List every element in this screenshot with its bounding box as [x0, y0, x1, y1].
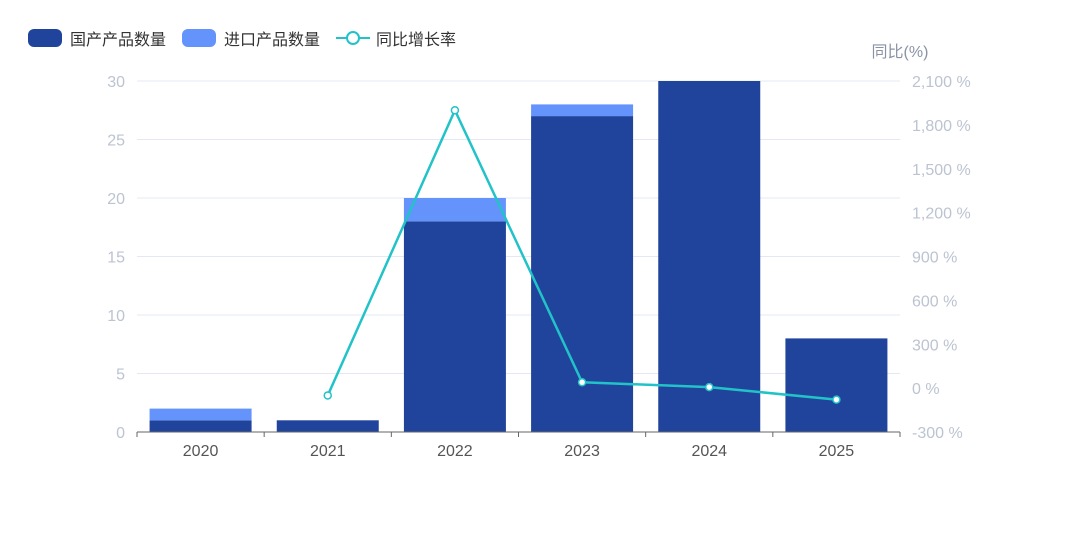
x-axis-tick-label: 2023 — [564, 443, 600, 460]
x-axis-tick-label: 2020 — [183, 443, 219, 460]
bar-domestic-2022 — [403, 221, 506, 432]
bar-layer — [149, 81, 888, 432]
right-axis-tick-label: -300 % — [912, 425, 963, 442]
x-axis-tick-label: 2025 — [819, 443, 855, 460]
right-axis-tick-label: 0 % — [912, 381, 940, 398]
yoy-line-layer — [323, 106, 841, 404]
left-axis-tick-label: 20 — [107, 191, 125, 208]
legend-swatch-domestic — [28, 29, 62, 47]
bar-domestic-2025 — [785, 338, 888, 432]
legend-label-import: 进口产品数量 — [224, 32, 321, 49]
left-axis-tick-label: 30 — [107, 74, 125, 91]
bar-import-2022 — [403, 198, 506, 222]
right-axis-title: 同比(%) — [872, 43, 929, 61]
legend-label-domestic: 国产产品数量 — [70, 32, 167, 49]
right-axis-tick-label: 1,800 % — [912, 118, 971, 135]
left-axis-tick-label: 0 — [116, 425, 125, 442]
bar-domestic-2021 — [276, 420, 379, 432]
left-axis-tick-label: 10 — [107, 308, 125, 325]
legend-swatch-yoy — [336, 29, 371, 47]
right-axis-tick-label: 1,500 % — [912, 162, 971, 179]
left-axis-tick-label: 25 — [107, 133, 125, 150]
right-axis-tick-label: 600 % — [912, 293, 957, 310]
bar-domestic-2024 — [658, 81, 761, 432]
chart-legend: 国产产品数量 进口产品数量 同比增长率 — [28, 26, 472, 50]
left-axis-tick-label: 5 — [116, 367, 125, 384]
x-axis-tick-label: 2022 — [437, 443, 473, 460]
bar-domestic-2020 — [149, 420, 252, 432]
bar-import-2023 — [531, 104, 634, 117]
legend-item-domestic[interactable]: 国产产品数量 — [28, 26, 166, 50]
legend-swatch-import — [182, 29, 217, 47]
yoy-point — [832, 395, 841, 404]
yoy-point — [323, 391, 332, 400]
yoy-point — [705, 382, 714, 392]
x-axis-tick-label: 2021 — [310, 443, 346, 460]
legend-label-yoy: 同比增长率 — [376, 32, 457, 49]
right-axis-tick-label: 1,200 % — [912, 206, 971, 223]
grid-lines — [137, 80, 900, 374]
legend-item-yoy[interactable]: 同比增长率 — [336, 26, 456, 50]
left-axis-tick-label: 15 — [107, 250, 125, 267]
x-axis-tick-label: 2024 — [691, 443, 727, 460]
right-axis-tick-label: 900 % — [912, 250, 957, 267]
bar-import-2020 — [149, 408, 252, 421]
right-axis-tick-label: 2,100 % — [912, 74, 971, 91]
yoy-point — [450, 106, 460, 115]
yoy-point — [577, 378, 587, 387]
legend-item-import[interactable]: 进口产品数量 — [182, 26, 320, 50]
right-axis-tick-label: 300 % — [912, 337, 957, 354]
